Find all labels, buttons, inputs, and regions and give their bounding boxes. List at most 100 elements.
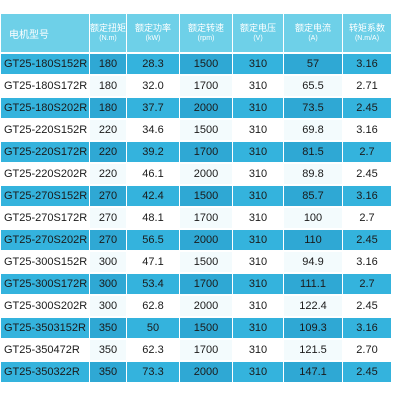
cell-rated-power: 37.7 [127, 98, 179, 118]
cell-rated-voltage: 310 [233, 340, 283, 360]
cell-rated-voltage: 310 [233, 54, 283, 74]
header-label: 额定转速 [187, 23, 224, 33]
cell-model: GT25-270S202R [1, 230, 89, 250]
cell-rated-power: 32.0 [127, 76, 179, 96]
cell-rated-torque: 300 [90, 296, 126, 316]
cell-rated-current: 109.3 [284, 318, 342, 338]
table-row: GT25-300S152R 300 47.1 1500 310 94.9 3.16 [1, 252, 391, 272]
cell-torque-coefficient: 2.7 [343, 274, 391, 294]
table-row: GT25-350322R 350 73.3 2000 310 147.1 2.45 [1, 362, 391, 382]
cell-model: GT25-180S202R [1, 98, 89, 118]
cell-rated-power: 48.1 [127, 208, 179, 228]
table-row: GT25-220S202R 220 46.1 2000 310 89.8 2.45 [1, 164, 391, 184]
cell-torque-coefficient: 3.16 [343, 318, 391, 338]
cell-model: GT25-270S172R [1, 208, 89, 228]
cell-rated-current: 65.5 [284, 76, 342, 96]
cell-rated-voltage: 310 [233, 142, 283, 162]
cell-rated-speed: 1500 [180, 186, 232, 206]
table-row: GT25-180S202R 180 37.7 2000 310 73.5 2.45 [1, 98, 391, 118]
table-row: GT25-300S172R 300 53.4 1700 310 111.1 2.7 [1, 274, 391, 294]
header-motor-model: 电机型号 [1, 14, 89, 52]
cell-rated-torque: 270 [90, 230, 126, 250]
cell-torque-coefficient: 2.7 [343, 142, 391, 162]
cell-rated-torque: 270 [90, 208, 126, 228]
header-unit: (kW) [145, 35, 161, 42]
table-body: GT25-180S152R 180 28.3 1500 310 57 3.16 GT25-18… [1, 54, 391, 382]
cell-rated-speed: 1500 [180, 54, 232, 74]
table-row: GT25-270S202R 270 56.5 2000 310 110 2.45 [1, 230, 391, 250]
cell-model: GT25-300S152R [1, 252, 89, 272]
cell-model: GT25-350472R [1, 340, 89, 360]
cell-rated-current: 122.4 [284, 296, 342, 316]
table-row: GT25-3503152R 350 50 1500 310 109.3 3.16 [1, 318, 391, 338]
cell-rated-current: 57 [284, 54, 342, 74]
cell-model: GT25-300S202R [1, 296, 89, 316]
header-unit: (N.m/A) [354, 35, 380, 42]
header-row: 电机型号 额定扭矩 (N.m) 额定功率 (kW) 额定转速 (rpm) 额定电… [1, 14, 391, 52]
cell-model: GT25-220S172R [1, 142, 89, 162]
header-torque-coefficient: 转矩系数 (N.m/A) [343, 14, 391, 52]
cell-rated-voltage: 310 [233, 164, 283, 184]
cell-model: GT25-270S152R [1, 186, 89, 206]
cell-rated-torque: 300 [90, 252, 126, 272]
cell-rated-torque: 220 [90, 142, 126, 162]
cell-torque-coefficient: 2.45 [343, 164, 391, 184]
cell-rated-power: 53.4 [127, 274, 179, 294]
cell-rated-voltage: 310 [233, 318, 283, 338]
cell-rated-current: 81.5 [284, 142, 342, 162]
cell-torque-coefficient: 2.7 [343, 208, 391, 228]
cell-rated-torque: 350 [90, 340, 126, 360]
table-row: GT25-270S152R 270 42.4 1500 310 85.7 3.16 [1, 186, 391, 206]
cell-rated-speed: 1700 [180, 76, 232, 96]
table-row: GT25-220S172R 220 39.2 1700 310 81.5 2.7 [1, 142, 391, 162]
cell-rated-torque: 350 [90, 362, 126, 382]
cell-model: GT25-180S152R [1, 54, 89, 74]
cell-rated-speed: 1700 [180, 142, 232, 162]
header-label: 额定电流 [294, 23, 331, 33]
cell-rated-torque: 350 [90, 318, 126, 338]
cell-rated-current: 89.8 [284, 164, 342, 184]
cell-model: GT25-300S172R [1, 274, 89, 294]
cell-rated-current: 121.5 [284, 340, 342, 360]
cell-rated-speed: 2000 [180, 362, 232, 382]
cell-rated-speed: 1700 [180, 274, 232, 294]
cell-model: GT25-350322R [1, 362, 89, 382]
cell-torque-coefficient: 2.71 [343, 76, 391, 96]
cell-rated-power: 47.1 [127, 252, 179, 272]
cell-rated-speed: 1700 [180, 340, 232, 360]
table-row: GT25-180S152R 180 28.3 1500 310 57 3.16 [1, 54, 391, 74]
header-unit: (V) [253, 35, 263, 42]
cell-rated-speed: 2000 [180, 230, 232, 250]
header-label: 额定电压 [239, 23, 276, 33]
cell-rated-voltage: 310 [233, 362, 283, 382]
cell-model: GT25-220S152R [1, 120, 89, 140]
cell-rated-speed: 2000 [180, 164, 232, 184]
cell-rated-power: 28.3 [127, 54, 179, 74]
cell-rated-torque: 300 [90, 274, 126, 294]
header-label: 额定扭矩 [90, 23, 127, 33]
cell-model: GT25-180S172R [1, 76, 89, 96]
cell-rated-current: 110 [284, 230, 342, 250]
cell-rated-current: 94.9 [284, 252, 342, 272]
cell-rated-voltage: 310 [233, 274, 283, 294]
header-label: 电机型号 [9, 29, 49, 41]
table-row: GT25-270S172R 270 48.1 1700 310 100 2.7 [1, 208, 391, 228]
cell-rated-voltage: 310 [233, 186, 283, 206]
header-rated-power: 额定功率 (kW) [127, 14, 179, 52]
cell-model: GT25-3503152R [1, 318, 89, 338]
header-label: 转矩系数 [348, 23, 385, 33]
table-row: GT25-180S172R 180 32.0 1700 310 65.5 2.71 [1, 76, 391, 96]
cell-torque-coefficient: 3.16 [343, 186, 391, 206]
table-row: GT25-220S152R 220 34.6 1500 310 69.8 3.16 [1, 120, 391, 140]
cell-torque-coefficient: 3.16 [343, 54, 391, 74]
cell-rated-current: 85.7 [284, 186, 342, 206]
cell-rated-current: 100 [284, 208, 342, 228]
cell-rated-voltage: 310 [233, 98, 283, 118]
cell-rated-torque: 270 [90, 186, 126, 206]
header-label: 额定功率 [134, 23, 171, 33]
cell-rated-voltage: 310 [233, 208, 283, 228]
cell-rated-speed: 1700 [180, 208, 232, 228]
cell-rated-torque: 180 [90, 76, 126, 96]
header-unit: (rpm) [197, 35, 215, 42]
cell-rated-power: 46.1 [127, 164, 179, 184]
